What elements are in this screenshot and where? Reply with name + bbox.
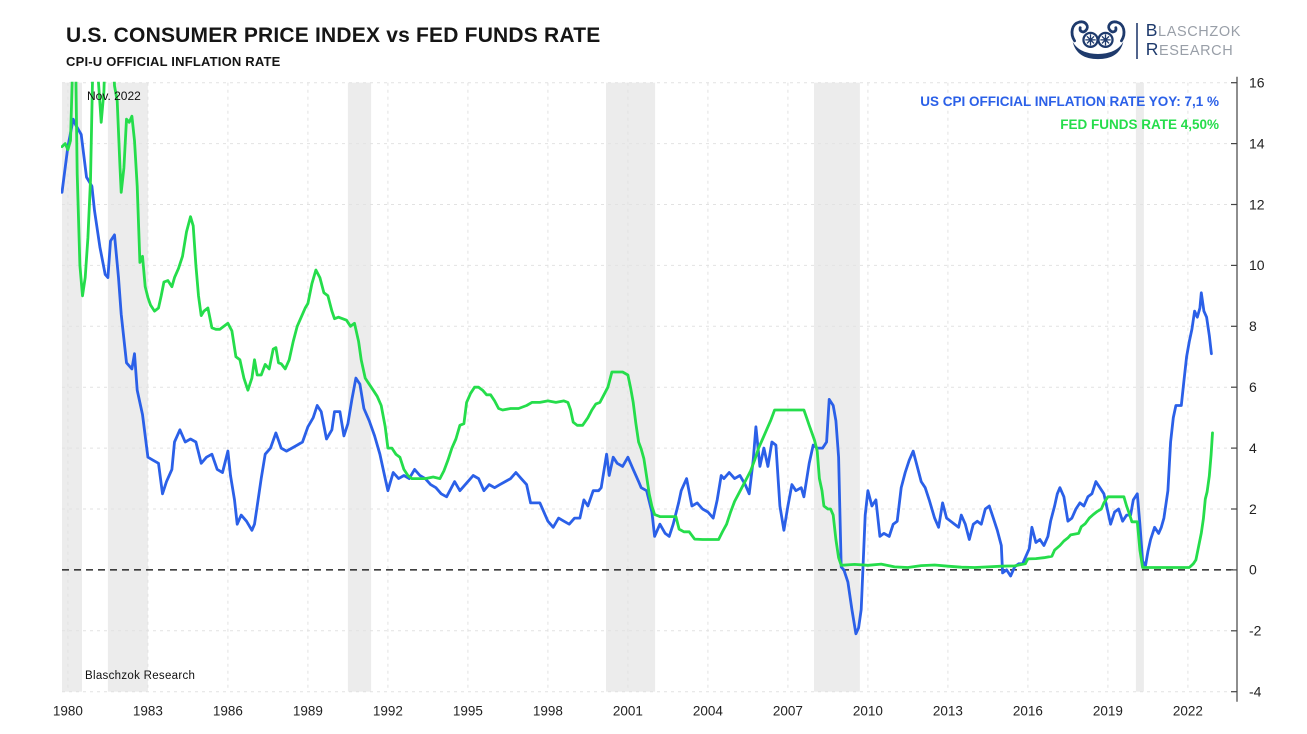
brand-rest-2: ESEARCH (1159, 42, 1234, 59)
x-tick-label: 1992 (373, 704, 403, 719)
viking-ship-icon (1068, 16, 1128, 65)
date-annotation: Nov. 2022 (87, 89, 141, 103)
brand-rest-1: LASCHZOK (1158, 23, 1241, 40)
x-tick-label: 2001 (613, 704, 643, 719)
y-tick-label: 6 (1249, 379, 1257, 395)
y-tick-label: -2 (1249, 623, 1262, 639)
x-tick-label: 2004 (693, 704, 724, 719)
page-title: U.S. CONSUMER PRICE INDEX vs FED FUNDS R… (66, 24, 601, 47)
brand-initial-2: R (1145, 38, 1159, 59)
y-tick-label: 12 (1249, 196, 1265, 212)
y-tick-label: 14 (1249, 135, 1265, 151)
y-tick-label: 10 (1249, 257, 1265, 273)
x-tick-label: 1998 (533, 704, 563, 719)
series-line-fed-funds-rate (61, 81, 1214, 569)
x-tick-label: 2022 (1173, 704, 1203, 719)
brand-logo: BLASCHZOK RESEARCH (1068, 16, 1241, 65)
y-tick-label: 0 (1249, 562, 1257, 578)
x-tick-label: 2010 (853, 704, 883, 719)
y-tick-label: 2 (1249, 501, 1257, 517)
x-tick-label: 2016 (1013, 704, 1043, 719)
page-subtitle: CPI-U OFFICIAL INFLATION RATE (66, 54, 281, 69)
legend-entry-cpi: US CPI OFFICIAL INFLATION RATE YOY: 7,1 … (920, 94, 1219, 109)
y-tick-label: -4 (1249, 684, 1262, 700)
y-tick-label: 16 (1249, 75, 1265, 91)
x-tick-label: 1995 (453, 704, 483, 719)
x-tick-label: 2007 (773, 704, 803, 719)
brand-name: BLASCHZOK RESEARCH (1145, 19, 1241, 60)
x-tick-label: 1989 (293, 704, 323, 719)
x-tick-label: 2019 (1093, 704, 1123, 719)
legend-entry-fed-funds: FED FUNDS RATE 4,50% (1060, 117, 1219, 132)
recession-band (814, 82, 860, 692)
y-tick-label: 8 (1249, 318, 1257, 334)
x-tick-label: 1986 (213, 704, 243, 719)
series-line-us-cpi-inflation-yoy (61, 117, 1213, 636)
logo-divider (1135, 22, 1138, 59)
brand-initial-1: B (1145, 19, 1159, 40)
chart-legend: US CPI OFFICIAL INFLATION RATE YOY: 7,1 … (920, 90, 1219, 136)
watermark-annotation: Blaschzok Research (85, 670, 196, 682)
x-tick-label: 1983 (133, 704, 163, 719)
x-tick-label: 1980 (53, 704, 83, 719)
x-tick-label: 2013 (933, 704, 963, 719)
y-tick-label: 4 (1249, 440, 1257, 456)
recession-band (1135, 82, 1144, 692)
